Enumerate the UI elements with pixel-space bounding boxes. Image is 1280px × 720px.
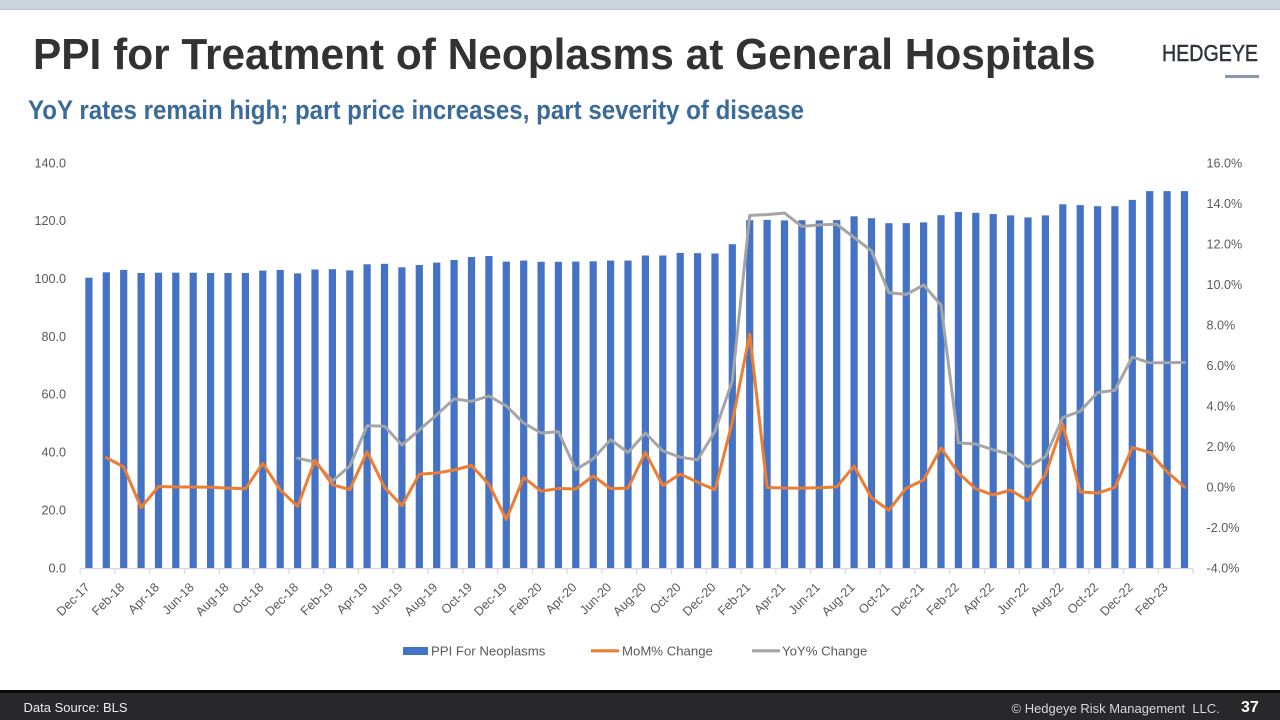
svg-text:20.0: 20.0: [41, 503, 66, 517]
svg-text:Dec-17: Dec-17: [54, 580, 93, 619]
svg-text:-4.0%: -4.0%: [1207, 561, 1240, 575]
svg-text:Feb-18: Feb-18: [89, 580, 127, 618]
svg-text:Dec-19: Dec-19: [471, 580, 510, 619]
svg-text:Aug-19: Aug-19: [402, 580, 441, 619]
svg-text:Jun-20: Jun-20: [577, 580, 614, 617]
svg-text:Jun-22: Jun-22: [994, 580, 1031, 617]
svg-text:Dec-18: Dec-18: [263, 580, 302, 619]
svg-text:Oct-18: Oct-18: [230, 580, 267, 617]
svg-text:Dec-21: Dec-21: [889, 580, 928, 619]
svg-text:Feb-19: Feb-19: [298, 580, 336, 618]
svg-text:Feb-23: Feb-23: [1133, 580, 1171, 618]
svg-text:12.0%: 12.0%: [1207, 237, 1243, 251]
svg-text:Dec-22: Dec-22: [1097, 580, 1136, 619]
svg-text:0.0%: 0.0%: [1207, 480, 1236, 494]
svg-text:Oct-21: Oct-21: [856, 580, 893, 617]
svg-text:Feb-21: Feb-21: [715, 580, 753, 618]
svg-text:Dec-20: Dec-20: [680, 580, 719, 619]
svg-text:4.0%: 4.0%: [1207, 399, 1236, 413]
svg-text:Apr-21: Apr-21: [751, 580, 788, 617]
svg-text:Aug-21: Aug-21: [819, 580, 858, 619]
svg-text:Jun-19: Jun-19: [368, 580, 405, 617]
svg-text:Oct-19: Oct-19: [438, 580, 475, 617]
svg-text:Feb-22: Feb-22: [924, 580, 962, 618]
svg-text:-2.0%: -2.0%: [1207, 521, 1240, 535]
svg-text:Apr-20: Apr-20: [543, 580, 580, 617]
svg-text:MoM% Change: MoM% Change: [622, 644, 713, 659]
svg-text:6.0%: 6.0%: [1207, 359, 1236, 373]
svg-text:16.0%: 16.0%: [1207, 156, 1243, 170]
svg-text:Apr-22: Apr-22: [960, 580, 997, 617]
svg-text:40.0: 40.0: [41, 446, 66, 460]
svg-text:PPI For Neoplasms: PPI For Neoplasms: [431, 644, 546, 659]
svg-text:2.0%: 2.0%: [1207, 440, 1236, 454]
svg-text:YoY% Change: YoY% Change: [782, 644, 867, 659]
svg-text:Oct-20: Oct-20: [647, 580, 684, 617]
svg-text:80.0: 80.0: [41, 330, 66, 344]
svg-text:14.0%: 14.0%: [1207, 197, 1243, 211]
svg-text:10.0%: 10.0%: [1207, 278, 1243, 292]
svg-text:8.0%: 8.0%: [1207, 318, 1236, 332]
svg-text:Apr-18: Apr-18: [125, 580, 162, 617]
svg-text:60.0: 60.0: [41, 388, 66, 402]
svg-text:Aug-18: Aug-18: [193, 580, 232, 619]
svg-text:Apr-19: Apr-19: [334, 580, 371, 617]
svg-text:Jun-18: Jun-18: [160, 580, 197, 617]
svg-text:Aug-22: Aug-22: [1028, 580, 1067, 619]
svg-text:120.0: 120.0: [34, 214, 66, 228]
svg-text:100.0: 100.0: [34, 272, 66, 286]
svg-text:0.0: 0.0: [48, 561, 66, 575]
svg-text:Oct-22: Oct-22: [1065, 580, 1102, 617]
svg-text:Feb-20: Feb-20: [507, 580, 545, 618]
svg-text:140.0: 140.0: [34, 156, 66, 170]
svg-text:Aug-20: Aug-20: [610, 580, 649, 619]
svg-text:Jun-21: Jun-21: [786, 580, 823, 617]
